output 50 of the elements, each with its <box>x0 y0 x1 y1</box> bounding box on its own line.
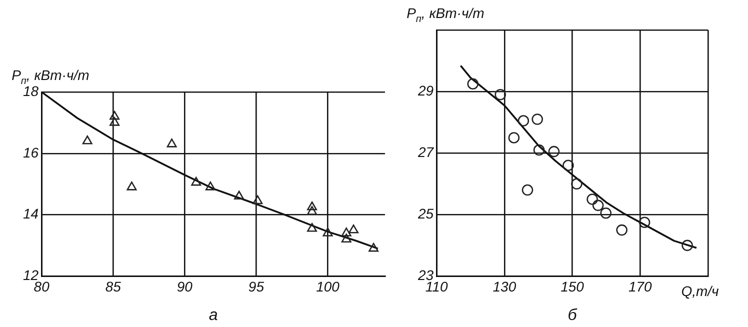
text: а <box>208 307 218 324</box>
point <box>562 160 574 172</box>
point <box>548 146 560 158</box>
point <box>82 135 92 144</box>
point <box>586 194 598 205</box>
point <box>252 195 263 204</box>
x-tick-label: 170 <box>628 278 652 294</box>
x-tick-label: 100 <box>316 278 340 294</box>
x-tick-label: 95 <box>248 278 264 294</box>
point <box>234 190 244 200</box>
point <box>348 224 358 234</box>
point <box>166 138 177 148</box>
point <box>110 117 120 126</box>
x-tick-label: 130 <box>492 278 516 294</box>
point <box>341 228 352 236</box>
point <box>682 240 693 252</box>
point <box>532 114 543 125</box>
x-tick-label: 80 <box>34 278 50 294</box>
point <box>205 182 216 190</box>
y-tick-label: 29 <box>416 82 434 98</box>
y-tick-label: 27 <box>416 144 435 160</box>
point <box>638 216 650 228</box>
x-tick-label: 90 <box>176 278 193 294</box>
point <box>307 201 317 210</box>
point <box>307 222 317 232</box>
point <box>341 234 352 243</box>
y-tick-label: 14 <box>22 206 39 222</box>
y-tick-label: 18 <box>22 82 39 99</box>
point <box>616 224 628 236</box>
point <box>533 144 545 156</box>
point <box>322 228 333 236</box>
point <box>110 110 120 120</box>
y-tick-label: 16 <box>22 144 39 160</box>
point <box>191 176 202 186</box>
point <box>522 184 534 196</box>
point <box>494 88 506 100</box>
point <box>508 132 520 144</box>
x-tick-label: 85 <box>105 278 122 294</box>
text: б <box>568 307 578 324</box>
point <box>368 242 379 252</box>
y-tick-label: 25 <box>416 206 434 222</box>
x-tick-label: 150 <box>560 278 584 294</box>
x-axis-title: Q,т/ч <box>681 283 719 300</box>
point <box>467 78 479 90</box>
point <box>600 207 612 219</box>
point <box>126 182 137 190</box>
point <box>307 206 317 215</box>
point <box>518 115 530 126</box>
point <box>571 178 582 190</box>
point <box>592 200 604 212</box>
